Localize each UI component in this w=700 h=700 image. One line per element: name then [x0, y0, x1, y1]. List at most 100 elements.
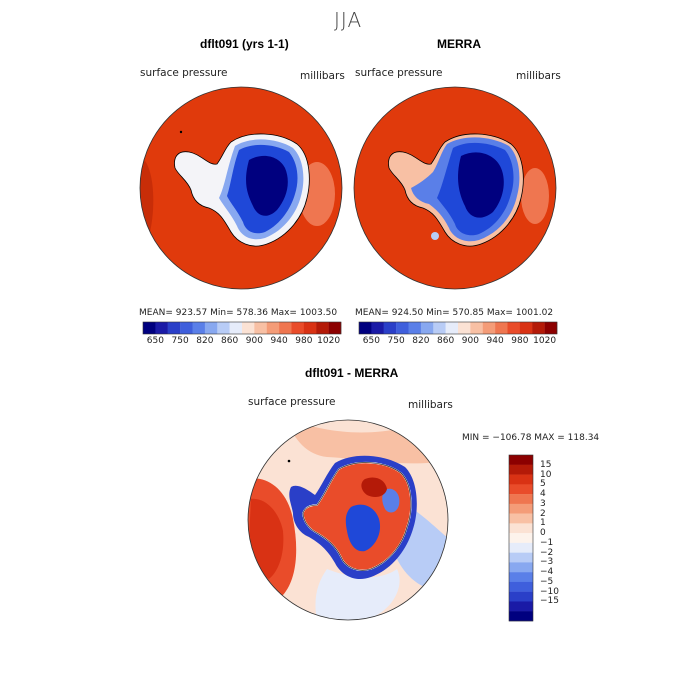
colorbar-swatch — [495, 322, 508, 334]
colorbar-swatch — [328, 322, 342, 334]
colorbar-tick-label: −5 — [540, 576, 554, 587]
diff-title: dflt091 - MERRA — [305, 366, 399, 380]
antarctica-plateau — [458, 152, 504, 218]
diff-coastline-outline — [302, 462, 412, 571]
island — [287, 459, 291, 463]
colorbar-swatch — [204, 322, 218, 334]
colorbar-tick-label: 940 — [270, 336, 288, 346]
colorbar-swatch — [509, 581, 533, 592]
colorbar-swatch — [509, 513, 533, 524]
colorbar-tick-label: 5 — [540, 479, 546, 490]
colorbar-swatch — [383, 322, 397, 334]
diff-continent-pos-core — [361, 477, 387, 497]
colorbar-tick-label: 3 — [540, 498, 546, 509]
colorbar-swatch — [509, 533, 533, 544]
colorbar-swatch — [229, 322, 243, 334]
colorbar-swatch — [509, 542, 533, 553]
colorbar-tick-label: 10 — [540, 469, 552, 480]
colorbar-tick-label: 650 — [362, 336, 380, 346]
colorbar-swatch — [408, 322, 422, 334]
coastline — [174, 133, 310, 247]
colorbar-tick-label: −2 — [540, 547, 554, 558]
diff-colorbar — [508, 454, 534, 622]
colorbar-tick-label: 1 — [540, 518, 546, 529]
colorbar-tick-label: 900 — [245, 336, 263, 346]
colorbar-tick-label: 0 — [540, 528, 546, 539]
diff-continent-neg-patch-2 — [382, 488, 400, 513]
colorbar-swatch — [509, 484, 533, 495]
colorbar-tick-label: 650 — [146, 336, 164, 346]
colorbar-swatch — [509, 591, 533, 602]
coastline — [388, 133, 524, 247]
panel2-stats: MEAN= 924.50 Min= 570.85 Max= 1001.02 — [355, 308, 554, 318]
colorbar-swatch — [155, 322, 168, 334]
colorbar-tick-label: 820 — [196, 336, 214, 346]
colorbar-swatch — [266, 322, 280, 334]
colorbar-swatch — [445, 322, 459, 334]
colorbar-swatch — [509, 464, 533, 475]
colorbar-swatch — [482, 322, 496, 334]
island — [179, 130, 183, 134]
colorbar-swatch — [509, 601, 533, 612]
colorbar-swatch — [532, 322, 545, 334]
colorbar-tick-label: 980 — [511, 336, 529, 346]
panel1-polar-map — [139, 86, 343, 290]
panel1-colorbar-ticks: 650 750 820 860 900 940 980 1020 — [143, 336, 341, 348]
colorbar-swatch — [509, 611, 533, 622]
panel1-variable-label: surface pressure — [140, 67, 228, 79]
colorbar-tick-label: 900 — [461, 336, 479, 346]
diff-west-positive-inner — [249, 498, 284, 579]
colorbar-tick-label: 820 — [412, 336, 430, 346]
diff-polar-map — [247, 419, 449, 621]
diff-continent-neg-patch — [345, 504, 381, 552]
colorbar-swatch — [396, 322, 409, 334]
colorbar-tick-label: 1020 — [533, 336, 557, 346]
colorbar-swatch — [509, 503, 533, 514]
antarctica-plateau — [246, 155, 288, 216]
colorbar-swatch — [143, 322, 156, 334]
colorbar-swatch — [509, 474, 533, 485]
colorbar-swatch — [242, 322, 255, 334]
colorbar-tick-label: 750 — [171, 336, 189, 346]
colorbar-swatch — [316, 322, 329, 334]
colorbar-swatch — [458, 322, 471, 334]
colorbar-tick-label: −3 — [540, 557, 554, 568]
colorbar-swatch — [192, 322, 206, 334]
colorbar-swatch — [509, 523, 533, 534]
colorbar-swatch — [544, 322, 558, 334]
colorbar-swatch — [509, 455, 533, 465]
colorbar-tick-label: 940 — [486, 336, 504, 346]
colorbar-swatch — [217, 322, 230, 334]
colorbar-tick-label: 15 — [540, 459, 552, 470]
figure-title: JJA — [334, 8, 363, 32]
colorbar-swatch — [420, 322, 434, 334]
colorbar-tick-label: −10 — [540, 586, 559, 597]
colorbar-swatch — [519, 322, 533, 334]
panel2-polar-map — [353, 86, 557, 290]
colorbar-tick-label: 2 — [540, 508, 546, 519]
colorbar-swatch — [509, 494, 533, 505]
colorbar-tick-label: 1020 — [317, 336, 341, 346]
colorbar-swatch — [254, 322, 267, 334]
high-pressure-east — [521, 168, 549, 224]
panel2-colorbar — [358, 321, 558, 335]
colorbar-swatch — [279, 322, 292, 334]
colorbar-swatch — [359, 322, 372, 334]
diff-variable-label: surface pressure — [248, 396, 336, 408]
panel2-colorbar-ticks: 650 750 820 860 900 940 980 1020 — [359, 336, 557, 348]
colorbar-tick-label: 750 — [387, 336, 405, 346]
colorbar-tick-label: −15 — [540, 596, 559, 607]
colorbar-swatch — [509, 562, 533, 573]
colorbar-swatch — [291, 322, 305, 334]
panel2-title: MERRA — [437, 37, 481, 51]
diff-units-label: millibars — [408, 399, 453, 411]
colorbar-swatch — [509, 552, 533, 563]
colorbar-swatch — [180, 322, 193, 334]
colorbar-swatch — [167, 322, 181, 334]
panel1-units-label: millibars — [300, 70, 345, 82]
colorbar-tick-label: −1 — [540, 537, 554, 548]
diff-south-lightblue — [315, 569, 400, 620]
diff-colorbar-ticks: 15 10 5 4 3 2 1 0 −1 −2 −3 −4 −5 −10 −15 — [540, 455, 580, 621]
peninsula-low — [431, 232, 439, 240]
panel1-title: dflt091 (yrs 1-1) — [200, 37, 289, 51]
